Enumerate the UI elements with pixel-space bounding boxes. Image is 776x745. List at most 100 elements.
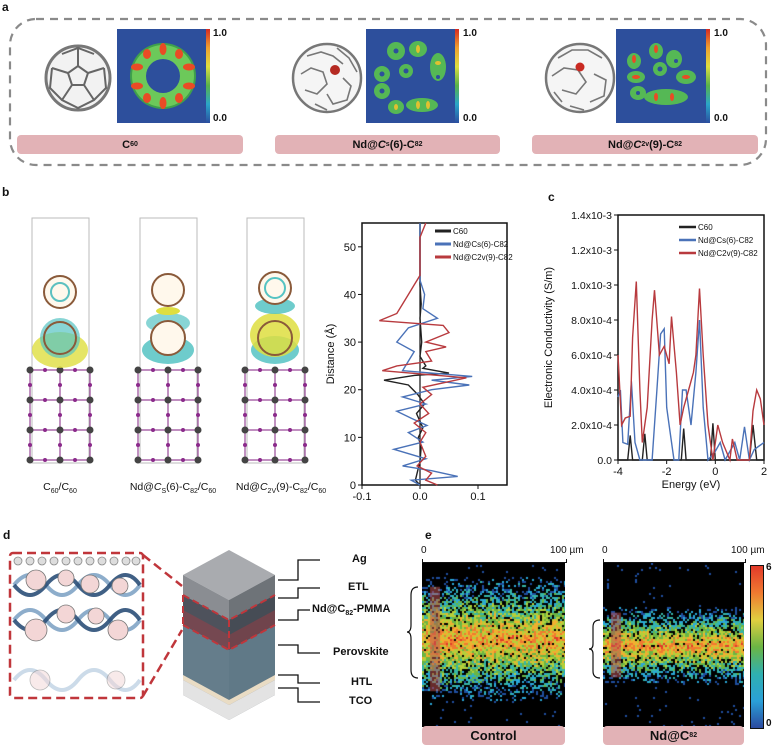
label-italic: C <box>633 138 642 151</box>
caption-sub: 60 <box>50 488 59 496</box>
label-sub: 2v <box>641 141 650 148</box>
y-tick-label: 50 <box>344 242 356 254</box>
colorbar <box>206 29 210 123</box>
x-tick-label: -4 <box>613 466 623 478</box>
nd-c2v-c82-density-map <box>616 29 707 123</box>
label-nd-c2v-c82: Nd@ C 2v (9)-C 82 <box>532 135 758 154</box>
y-tick-label: 0 <box>350 480 356 492</box>
y-tick-label: 30 <box>344 337 356 349</box>
nd-cs-c82-density-map <box>366 29 457 123</box>
scale-start-label: 0 <box>602 545 608 556</box>
thickness-brace <box>406 586 419 679</box>
caption-sub: 60 <box>208 488 217 496</box>
caption-text: Nd@ <box>129 481 154 493</box>
nd-cs-c82-cage-image <box>291 42 363 114</box>
layer-label-perovskite: Perovskite <box>333 646 389 658</box>
y-axis-label: Electronic Conductivity (S/m) <box>543 267 555 408</box>
series-line <box>617 281 765 463</box>
caption-sub: 82 <box>190 488 198 496</box>
scale-end-label: 100 µm <box>731 545 765 556</box>
label-text: Nd@ <box>608 138 634 151</box>
layer-label-ag: Ag <box>352 553 367 565</box>
caption-text: (9)-C <box>276 481 301 493</box>
y-tick-label: 10 <box>344 432 356 444</box>
y-tick-label: 1.2x10-3 <box>571 245 612 257</box>
colorbar <box>706 29 710 123</box>
tof-colorbar-max: 6 <box>766 562 772 573</box>
label-italic: C <box>377 138 386 151</box>
y-axis-label: Distance (Å) <box>324 324 337 385</box>
panel-a-dashed-frame <box>8 17 768 167</box>
label-sub: 82 <box>689 732 698 739</box>
nd-c82-tof-map <box>603 563 744 727</box>
label-sub: 60 <box>130 141 138 148</box>
y-tick-label: 6.0x10-4 <box>571 350 612 362</box>
colorbar-max: 1.0 <box>714 28 728 39</box>
x-tick-label: -2 <box>662 466 672 478</box>
y-tick-label: 4.0x10-4 <box>571 385 612 397</box>
label-c60: C 60 <box>17 135 243 154</box>
panel-b-structures <box>25 217 310 465</box>
layer-text: Nd@C <box>312 603 346 615</box>
y-tick-label: 1.4x10-3 <box>571 210 612 222</box>
colorbar-min: 0.0 <box>213 113 227 124</box>
caption-sub: S <box>161 488 167 496</box>
c60-density-map <box>117 29 208 123</box>
label-text: C <box>122 138 131 151</box>
caption-nd-c2v-c82-c60: Nd@C2V(9)-C82/C60 <box>226 481 336 495</box>
series-line <box>383 223 450 486</box>
y-tick-label: 40 <box>344 289 356 301</box>
panel-letter-a: a <box>2 0 9 14</box>
scale-bar <box>422 559 567 563</box>
panel-letter-d: d <box>3 528 11 542</box>
legend-label: C60 <box>453 227 468 236</box>
y-tick-label: 1.0x10-3 <box>571 280 612 292</box>
caption-sub: 82 <box>300 488 308 496</box>
caption-sub: 60 <box>69 488 77 496</box>
caption-c60-c60: C60/C60 <box>20 481 100 495</box>
panel-letter-c: c <box>548 190 555 204</box>
panel-letter-e: e <box>425 528 432 542</box>
x-tick-label: 2 <box>761 466 767 478</box>
scale-bar <box>603 559 746 563</box>
colorbar <box>455 29 459 123</box>
caption-text: /C <box>307 481 319 493</box>
label-sub: s <box>385 141 390 148</box>
layer-text: -PMMA <box>353 603 391 615</box>
nd-c2v-c82-cage-image <box>544 42 616 114</box>
label-text: (9)-C <box>649 138 675 151</box>
x-tick-label: 0 <box>712 466 718 478</box>
conductivity-chart: 0.0 2.0x10-4 4.0x10-4 6.0x10-4 8.0x10-4 1.0x1… <box>543 210 767 491</box>
control-tof-map <box>422 563 565 727</box>
y-tick-label: 2.0x10-4 <box>571 420 612 432</box>
caption-sub: 2V <box>267 488 277 496</box>
panel-letter-b: b <box>2 185 10 199</box>
thickness-brace <box>588 619 601 679</box>
colorbar-min: 0.0 <box>463 113 477 124</box>
series-line <box>379 222 467 486</box>
caption-italic: C <box>153 481 162 493</box>
caption-nd-cs-c82-c60: Nd@CS(6)-C82/C60 <box>118 481 228 495</box>
tof-colorbar <box>750 565 764 729</box>
scale-start-label: 0 <box>421 545 427 556</box>
legend-label: Nd@Cs(6)-C82 <box>698 236 754 245</box>
caption-text: C <box>43 481 51 493</box>
series-line <box>617 319 765 463</box>
x-axis-label: Energy (eV) <box>662 479 721 491</box>
y-tick-label: 0.0 <box>597 455 612 467</box>
x-tick-label: 0.1 <box>470 491 485 500</box>
legend-label: C60 <box>698 223 713 232</box>
y-tick-label: 8.0x10-4 <box>571 315 612 327</box>
x-tick-label: -0.1 <box>353 491 372 500</box>
device-schematic <box>8 550 320 720</box>
label-sub: 82 <box>674 141 682 148</box>
layer-label-tco: TCO <box>349 695 373 707</box>
label-nd-c82: Nd@C 82 <box>603 726 744 745</box>
y-tick-label: 20 <box>344 385 356 397</box>
x-tick-label: 0.0 <box>412 491 427 500</box>
label-control: Control <box>422 726 565 745</box>
caption-sub: 60 <box>318 488 327 496</box>
layer-label-htl: HTL <box>351 676 373 688</box>
